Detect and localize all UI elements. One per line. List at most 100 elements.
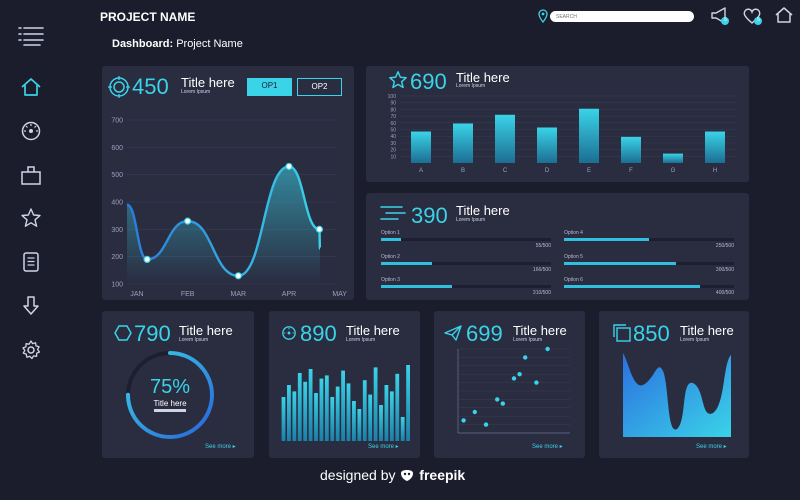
mini-bar [297,373,302,441]
footer-brand: freepik [419,467,466,483]
bar-value: 690 [410,69,447,94]
wave-card-title: Title here [680,323,734,338]
op2-button[interactable]: OP2 [297,78,342,96]
bar [705,131,725,163]
search-input[interactable] [550,11,694,22]
option-3-value: 310/500 [532,290,551,296]
mini-bar [324,375,329,441]
x-tick-label: FEB [181,291,195,298]
mini-bar [395,373,400,441]
gauge-title: Title here [153,399,187,408]
location-pin-icon [538,9,548,24]
x-tick-label: F [629,168,633,174]
hexagon-icon [114,325,132,341]
progress-subtitle: Lorem Ipsum [456,217,486,223]
scatter-point [523,355,528,360]
gauge-card: 790 Title here Lorem Ipsum 75% Title her… [102,311,254,458]
scatter-card-subtitle: Lorem Ipsum [513,337,543,343]
gauge-arc [126,351,214,439]
y-tick-label: 300 [111,227,123,234]
y-tick-label: 40 [390,134,396,140]
menu-icon[interactable] [18,26,44,46]
scatter-point [472,409,477,415]
bar-title: Title here [456,70,510,85]
scatter-point [545,346,550,352]
data-point [143,255,151,263]
option-5-label: Option 5 [564,254,583,260]
mini-bar [406,365,410,441]
scatter-point [461,418,466,423]
option-1-fill [381,238,402,241]
y-tick-label: 100 [388,94,397,100]
see-more-link[interactable]: See more ▸ [696,444,727,450]
document-icon[interactable] [20,251,42,273]
x-tick-label: H [713,168,717,174]
y-tick-label: 200 [111,254,123,261]
data-point [285,162,293,171]
home-top-icon[interactable] [774,6,794,24]
scatter-point [500,401,505,406]
mini-bar [314,393,318,441]
y-tick-label: 80 [390,107,396,113]
option-2-value: 166/500 [532,267,551,273]
mini-bar [330,397,335,441]
star-icon[interactable] [20,207,42,229]
see-more-link[interactable]: See more ▸ [205,444,236,450]
gauge-card-subtitle: Lorem Ipsum [179,337,209,343]
option-2-label: Option 2 [381,254,400,260]
bar-subtitle: Lorem Ipsum [456,83,486,89]
main-subtitle: Lorem Ipsum [181,89,211,95]
wave-card-subtitle: Lorem Ipsum [680,337,710,343]
main-value: 450 [132,74,169,99]
data-point [184,217,192,225]
y-tick-label: 700 [111,118,123,125]
see-more-link[interactable]: See more ▸ [532,444,563,450]
scatter-point [511,376,517,381]
y-tick-label: 600 [111,145,123,152]
y-tick-label: 20 [390,148,396,154]
mini-bar [352,401,356,441]
mini-bar-chart [281,365,410,441]
gauge-ring [126,351,214,439]
mini-bar [346,383,351,441]
x-tick-label: D [545,168,550,174]
bar [579,108,599,163]
home-icon[interactable] [20,76,42,98]
scatter-chart [457,346,570,434]
dashboard-label: Dashboard: [112,38,174,50]
x-tick-label: G [671,168,676,174]
bar [663,153,683,163]
option-6-fill [564,285,700,288]
dial-icon[interactable] [20,120,42,142]
option-1-label: Option 1 [381,230,400,236]
gauge-underline [154,409,186,412]
y-tick-label: 100 [111,282,123,289]
option-4-track [564,238,734,241]
see-more-link[interactable]: See more ▸ [368,444,399,450]
heart-icon[interactable]: 5 [742,6,764,26]
y-tick-label: 10 [390,154,396,160]
x-tick-label: APR [282,291,296,298]
footer-credit-text: designed by [320,467,396,483]
settings-icon[interactable] [20,339,42,361]
briefcase-icon[interactable] [20,164,42,186]
y-tick-label: 400 [111,200,123,207]
gauge-value: 790 [134,321,171,346]
option-1-value: 55/500 [535,243,551,249]
main-chart-panel: 450 Title here Lorem Ipsum OP1 OP2 700 60… [102,66,354,300]
bar [537,127,557,163]
op1-button[interactable]: OP1 [247,78,292,96]
mini-bar [292,391,297,441]
mini-bar [384,385,389,441]
progress-panel: 390 Title here Lorem Ipsum Option 1 55/5… [366,193,749,300]
download-icon[interactable] [20,295,42,317]
y-tick-label: 500 [111,172,123,179]
bars-value: 890 [300,321,337,346]
progress-title: Title here [456,203,510,218]
mini-bar [319,378,324,441]
option-6-value: 400/500 [715,290,734,296]
megaphone-icon[interactable]: 5 [710,6,732,26]
x-tick-label: E [587,168,591,174]
bar [411,131,431,163]
option-5-fill [564,262,677,265]
